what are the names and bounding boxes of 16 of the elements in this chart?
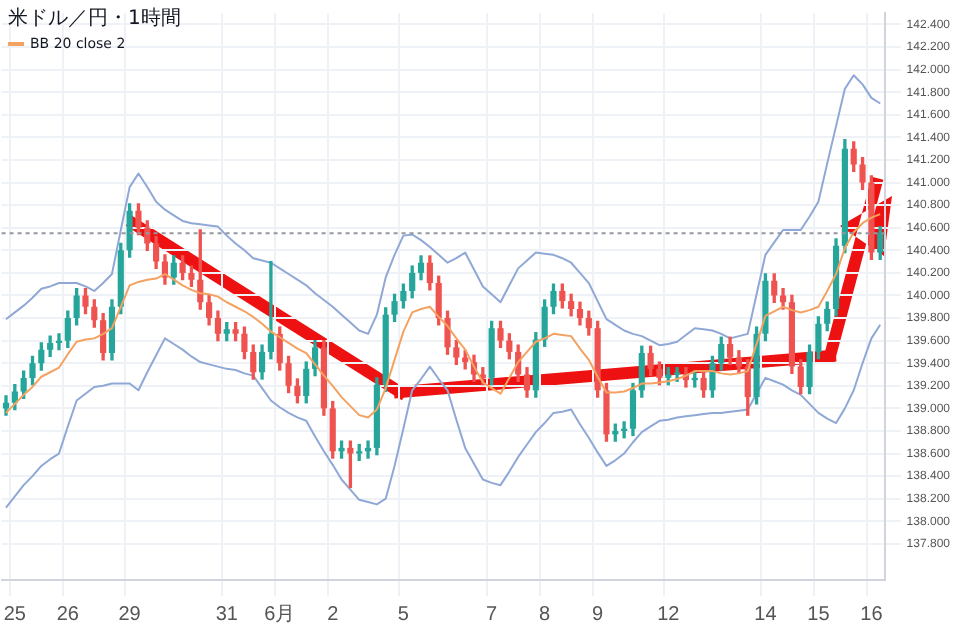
- x-tick-label: 25: [3, 603, 27, 626]
- x-tick-label: 6月: [264, 603, 296, 626]
- candlestick: [267, 260, 274, 360]
- x-tick-label: 29: [118, 603, 142, 626]
- x-tick-label: 2: [327, 603, 340, 626]
- x-tick-label: 12: [657, 603, 681, 626]
- x-tick-label: 26: [56, 603, 80, 626]
- x-tick-label: 9: [592, 603, 605, 626]
- x-tick-label: 16: [860, 603, 884, 626]
- x-tick-label: 5: [397, 603, 410, 626]
- x-tick-label: 31: [215, 603, 239, 626]
- x-tick-label: 7: [486, 603, 499, 626]
- x-tick-label: 15: [807, 603, 831, 626]
- x-tick-label: 8: [539, 603, 552, 626]
- chart-title: 米ドル／円・1時間: [8, 5, 181, 32]
- x-tick-label: 14: [754, 603, 778, 626]
